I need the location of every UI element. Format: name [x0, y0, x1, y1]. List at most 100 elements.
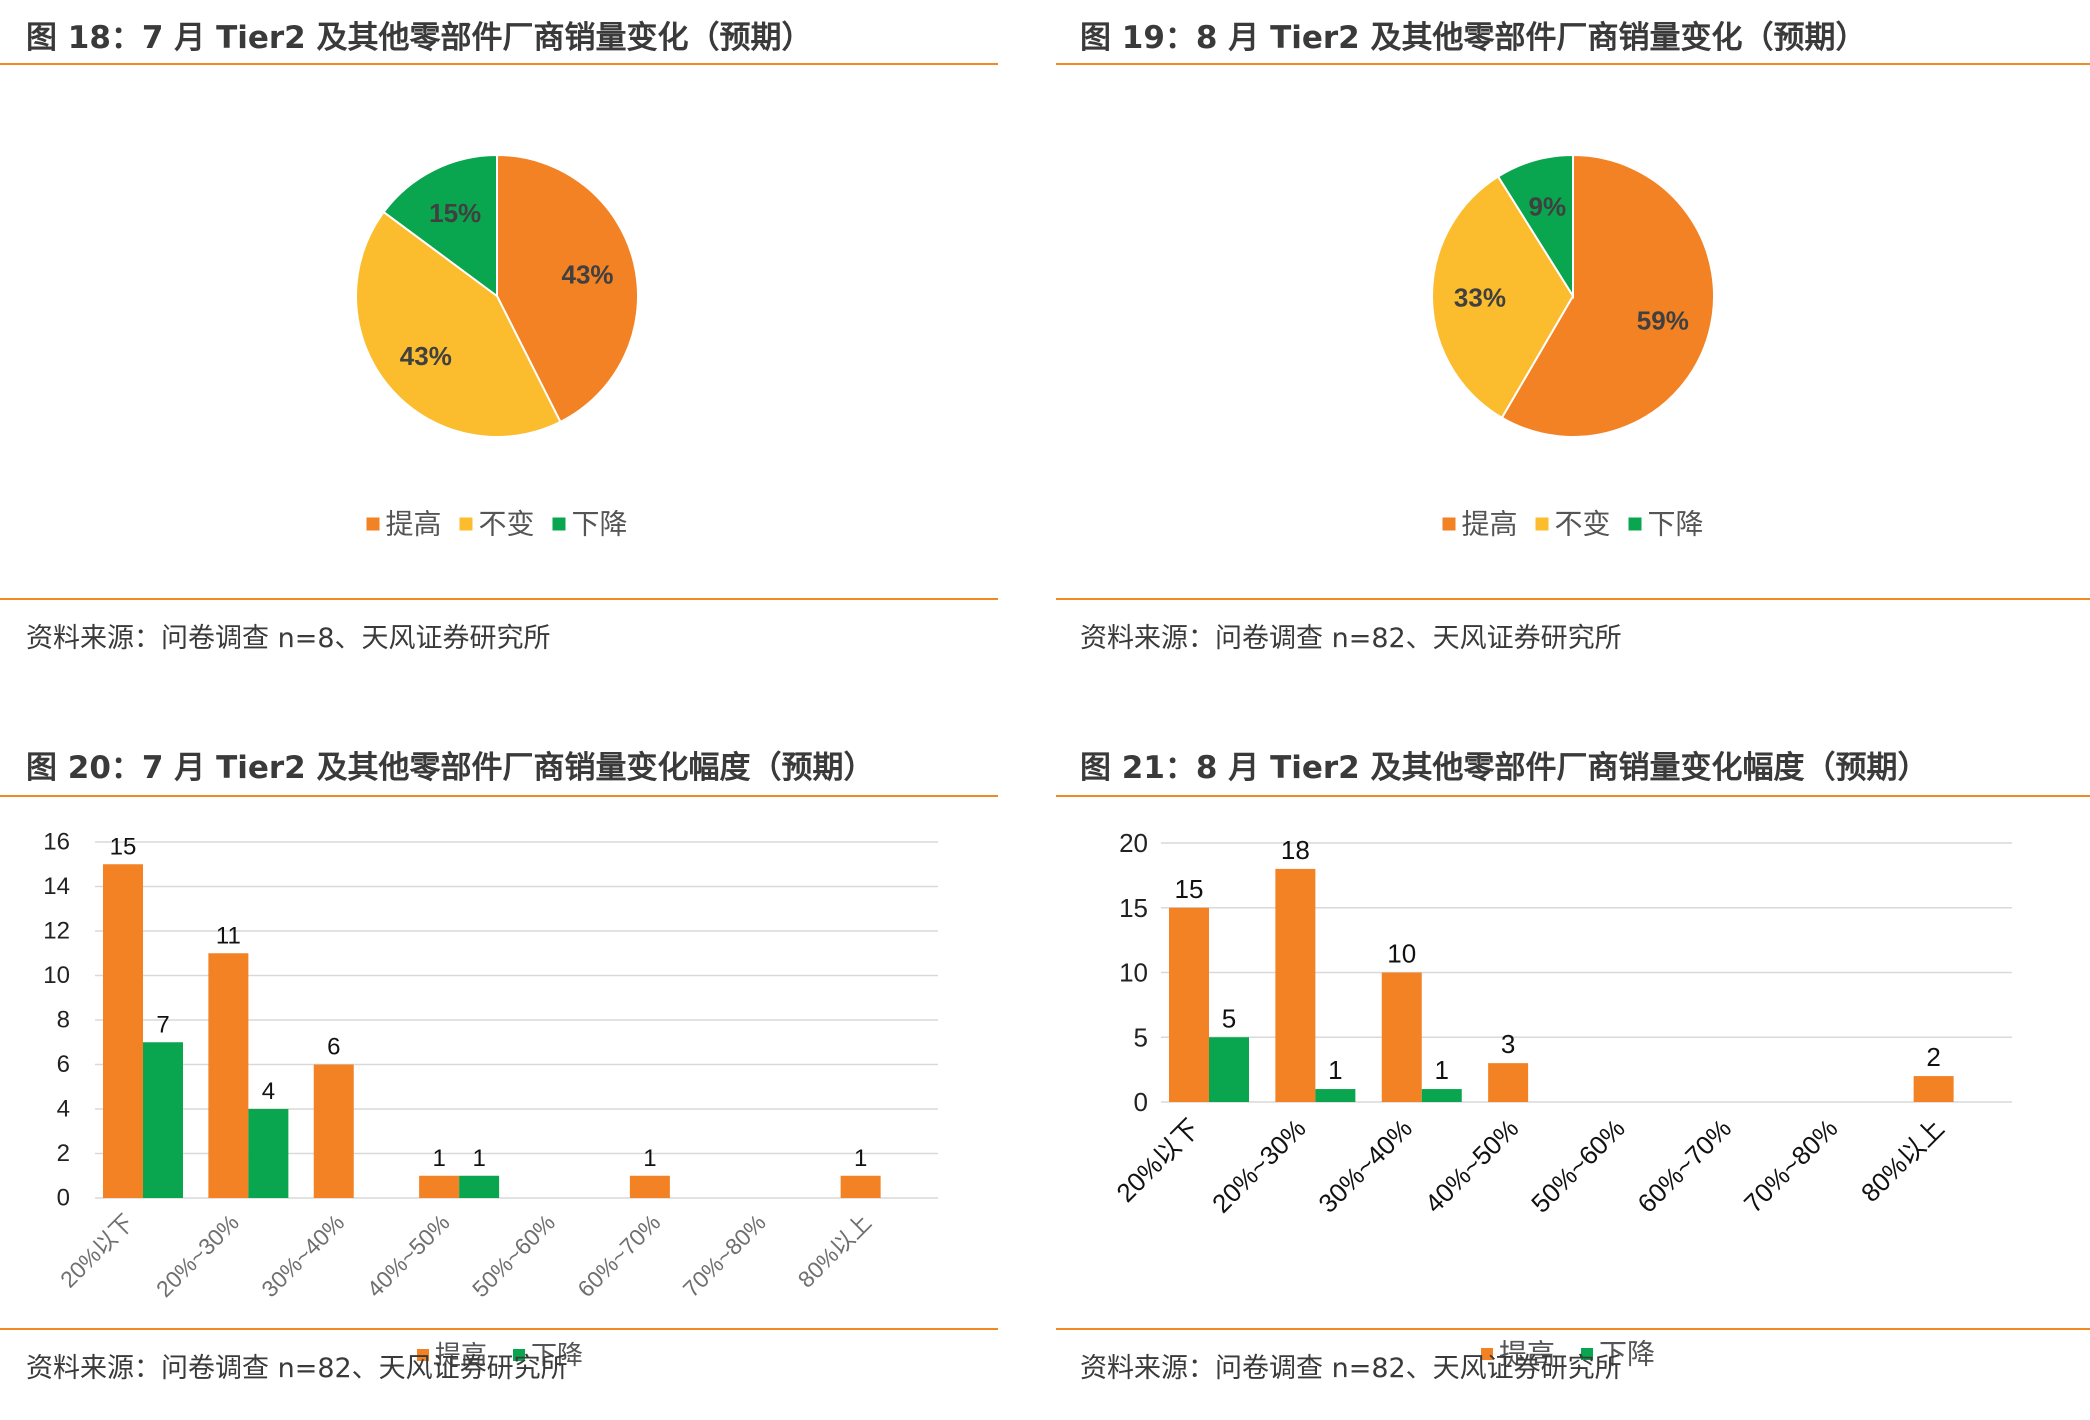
title-rule — [1056, 63, 2090, 65]
source-rule — [0, 1328, 998, 1330]
y-tick-label: 8 — [57, 1007, 70, 1034]
bar — [248, 1109, 289, 1198]
title-rule — [1056, 795, 2090, 797]
legend-swatch — [1535, 517, 1549, 531]
chart-title: 图 21：8 月 Tier2 及其他零部件厂商销量变化幅度（预期） — [1080, 750, 1929, 786]
bar-data-label: 10 — [1387, 939, 1416, 969]
legend-swatch — [459, 517, 473, 531]
x-tick-label: 20%以下 — [1110, 1113, 1205, 1208]
bar-data-label: 5 — [1222, 1003, 1236, 1033]
legend-label: 提高 — [435, 1340, 487, 1370]
y-tick-label: 0 — [57, 1185, 70, 1212]
bar — [629, 1175, 670, 1198]
bar-data-label: 2 — [1926, 1042, 1940, 1072]
source-note: 资料来源：问卷调查 n=82、天风证券研究所 — [1080, 1353, 1622, 1384]
x-tick-label: 70%~80% — [678, 1209, 771, 1302]
legend: 提高 下降 — [1481, 1339, 1655, 1370]
legend-swatch — [1481, 1348, 1493, 1360]
legend: 提高 不变 下降 — [1442, 509, 1704, 540]
chart-title: 图 20：7 月 Tier2 及其他零部件厂商销量变化幅度（预期） — [26, 750, 875, 786]
x-tick-label: 40%~50% — [1419, 1113, 1525, 1219]
source-note: 资料来源：问卷调查 n=82、天风证券研究所 — [26, 1353, 568, 1384]
legend-label: 下降 — [1599, 1339, 1655, 1370]
x-tick-label: 20%~30% — [151, 1209, 244, 1302]
legend-label: 提高 — [1499, 1339, 1555, 1370]
x-tick-label: 60%~70% — [1632, 1113, 1738, 1219]
pie-data-label: 9% — [1528, 192, 1566, 222]
x-tick-label: 20%以下 — [55, 1209, 138, 1292]
chart-title: 图 18：7 月 Tier2 及其他零部件厂商销量变化（预期） — [26, 20, 813, 56]
bar-data-label: 7 — [156, 1011, 169, 1038]
y-tick-label: 14 — [43, 873, 70, 900]
y-tick-label: 20 — [1119, 828, 1148, 858]
legend-swatch — [1442, 517, 1456, 531]
legend-swatch — [366, 517, 380, 531]
chart-title: 图 19：8 月 Tier2 及其他零部件厂商销量变化（预期） — [1080, 20, 1867, 56]
bar — [1381, 972, 1422, 1102]
x-tick-label: 60%~70% — [572, 1209, 665, 1302]
bar-data-label: 3 — [1501, 1029, 1515, 1059]
bar — [419, 1175, 460, 1198]
legend: 提高 不变 下降 — [366, 509, 628, 540]
x-tick-label: 50%~60% — [1525, 1113, 1631, 1219]
source-rule — [0, 598, 998, 600]
source-rule — [1056, 598, 2090, 600]
bar — [1169, 907, 1209, 1102]
bar — [1315, 1089, 1356, 1102]
source-note: 资料来源：问卷调查 n=8、天风证券研究所 — [26, 623, 551, 654]
bar-data-label: 11 — [216, 922, 241, 949]
legend-label: 提高 — [386, 509, 442, 540]
y-tick-label: 4 — [57, 1096, 70, 1123]
pie-chart-fig18: 43% 43% 15% 提高 不变 下降 — [355, 153, 639, 540]
bar-data-label: 1 — [1435, 1055, 1449, 1085]
bar — [1275, 868, 1316, 1102]
legend-swatch — [1628, 517, 1642, 531]
bar-data-label: 1 — [1328, 1055, 1342, 1085]
pie-slice — [1496, 153, 1574, 300]
legend-label: 下降 — [572, 509, 628, 540]
bar-chart-fig21: 0 5 10 15 20 15 18 10 3 2 5 1 1 20%以下 20%~30% 30%~40% 40… — [1110, 828, 2012, 1370]
x-tick-label: 40%~50% — [362, 1209, 455, 1302]
y-tick-label: 12 — [43, 918, 70, 945]
bar-data-label: 1 — [472, 1145, 485, 1172]
panel-fig20: 图 20：7 月 Tier2 及其他零部件厂商销量变化幅度（预期） 0 2 4 6 8 1… — [0, 730, 1000, 1420]
pie-slice — [496, 153, 639, 424]
source-rule — [1056, 1328, 2090, 1330]
pie-data-label: 15% — [429, 198, 481, 228]
legend-swatch — [552, 517, 566, 531]
pie-data-label: 59% — [1637, 305, 1689, 335]
bar-data-label: 15 — [1175, 874, 1204, 904]
legend-label: 不变 — [1555, 509, 1611, 540]
bar — [840, 1175, 881, 1198]
bar — [143, 1042, 183, 1198]
pie-slice — [1431, 175, 1575, 420]
y-tick-label: 6 — [57, 1051, 70, 1078]
y-tick-label: 15 — [1119, 893, 1148, 923]
y-tick-label: 5 — [1134, 1022, 1148, 1052]
x-tick-label: 30%~40% — [256, 1209, 349, 1302]
bar — [103, 864, 143, 1198]
pie-slice — [382, 153, 498, 298]
bar-data-label: 1 — [432, 1145, 445, 1172]
legend-label: 不变 — [479, 509, 535, 540]
pie-data-label: 43% — [562, 259, 614, 289]
y-tick-label: 16 — [43, 829, 70, 856]
x-tick-label: 50%~60% — [467, 1209, 560, 1302]
source-note: 资料来源：问卷调查 n=82、天风证券研究所 — [1080, 623, 1622, 654]
legend-label: 提高 — [1462, 509, 1518, 540]
bar — [1421, 1089, 1462, 1102]
legend-label: 下降 — [531, 1340, 583, 1370]
bar-data-label: 18 — [1281, 835, 1310, 865]
x-tick-label: 80%以上 — [1855, 1113, 1950, 1208]
panel-fig19: 图 19：8 月 Tier2 及其他零部件厂商销量变化（预期） 59% 33% 9%… — [1056, 0, 2090, 680]
pie-data-label: 43% — [400, 341, 452, 371]
bar-data-label: 1 — [854, 1145, 867, 1172]
pie-data-label: 33% — [1454, 282, 1506, 312]
x-tick-label: 80%以上 — [793, 1209, 876, 1292]
panel-fig21: 图 21：8 月 Tier2 及其他零部件厂商销量变化幅度（预期） 0 5 10 15… — [1056, 730, 2090, 1420]
legend-label: 下降 — [1648, 509, 1704, 540]
legend-swatch — [513, 1349, 525, 1361]
bar-data-label: 6 — [327, 1034, 340, 1061]
